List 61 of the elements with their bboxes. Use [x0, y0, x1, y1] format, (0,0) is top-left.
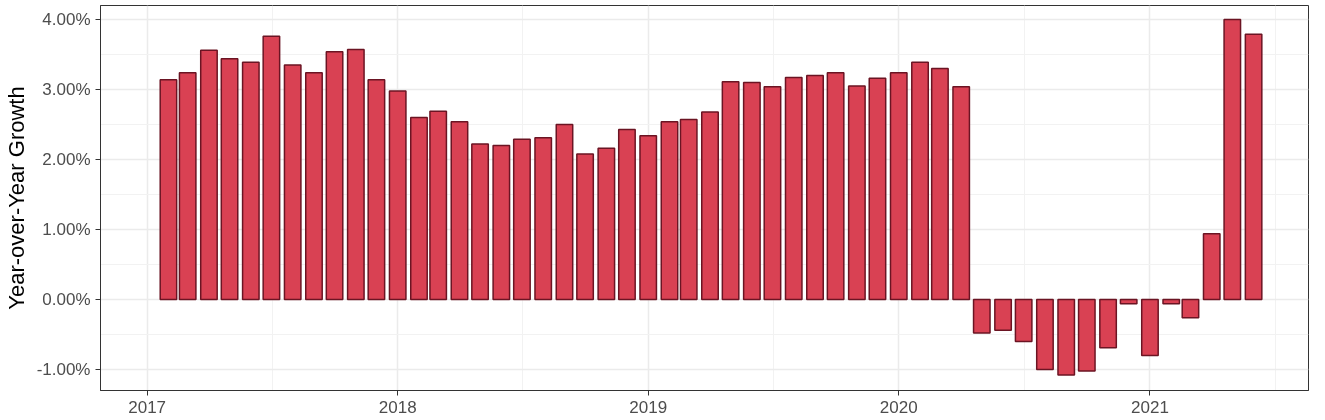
bar	[639, 134, 658, 301]
bar	[994, 298, 1013, 332]
bar	[367, 78, 386, 301]
bar	[1077, 298, 1096, 372]
bar	[617, 128, 636, 301]
bar	[701, 111, 719, 301]
bar	[930, 67, 949, 301]
bar	[1244, 33, 1263, 301]
x-tick-label: 2021	[1131, 397, 1169, 417]
bar	[512, 138, 531, 301]
bar	[241, 61, 260, 301]
bar	[534, 137, 553, 301]
bar	[492, 144, 511, 301]
bar	[826, 71, 845, 301]
y-tick-label: 1.00%	[42, 220, 91, 239]
bar	[1223, 18, 1242, 301]
bar	[763, 85, 782, 301]
bar	[1119, 298, 1138, 305]
y-tick-label: 2.00%	[42, 150, 91, 169]
bar	[199, 49, 218, 301]
bar	[576, 153, 595, 301]
bar	[1140, 298, 1159, 357]
x-tick-label: 2020	[879, 397, 918, 417]
bar	[1202, 232, 1221, 301]
bar	[262, 35, 281, 301]
bar	[1035, 298, 1054, 371]
bar	[742, 81, 761, 301]
bar	[388, 90, 407, 301]
bar	[889, 71, 908, 301]
bar	[1057, 298, 1076, 376]
y-tick-label: 4.00%	[42, 10, 91, 29]
bar	[471, 143, 490, 301]
bar	[555, 123, 574, 301]
bar	[1014, 298, 1033, 343]
bar	[868, 77, 887, 301]
bar	[450, 120, 469, 301]
x-tick-label: 2017	[128, 397, 167, 417]
bar	[597, 147, 616, 301]
bar	[847, 85, 866, 301]
y-tick-label: 3.00%	[42, 80, 91, 99]
bar	[159, 78, 178, 301]
bar	[325, 50, 344, 301]
bar	[806, 74, 824, 301]
x-tick-label: 2019	[629, 397, 668, 417]
bar	[721, 81, 740, 301]
bar	[304, 71, 323, 301]
bar	[1099, 298, 1118, 349]
bar	[952, 85, 971, 301]
bar	[679, 118, 698, 301]
y-tick-label: -1.00%	[36, 360, 91, 379]
x-tick-label: 2018	[378, 397, 417, 417]
bar	[660, 120, 679, 301]
bar	[178, 71, 197, 301]
bar	[911, 61, 929, 301]
bar	[784, 76, 803, 301]
bar	[220, 57, 239, 301]
bar	[283, 64, 302, 301]
y-tick-label: 0.00%	[42, 290, 91, 309]
bar	[972, 298, 991, 334]
y-axis-title: Year-over-Year Growth	[3, 86, 29, 310]
bar	[346, 48, 365, 301]
